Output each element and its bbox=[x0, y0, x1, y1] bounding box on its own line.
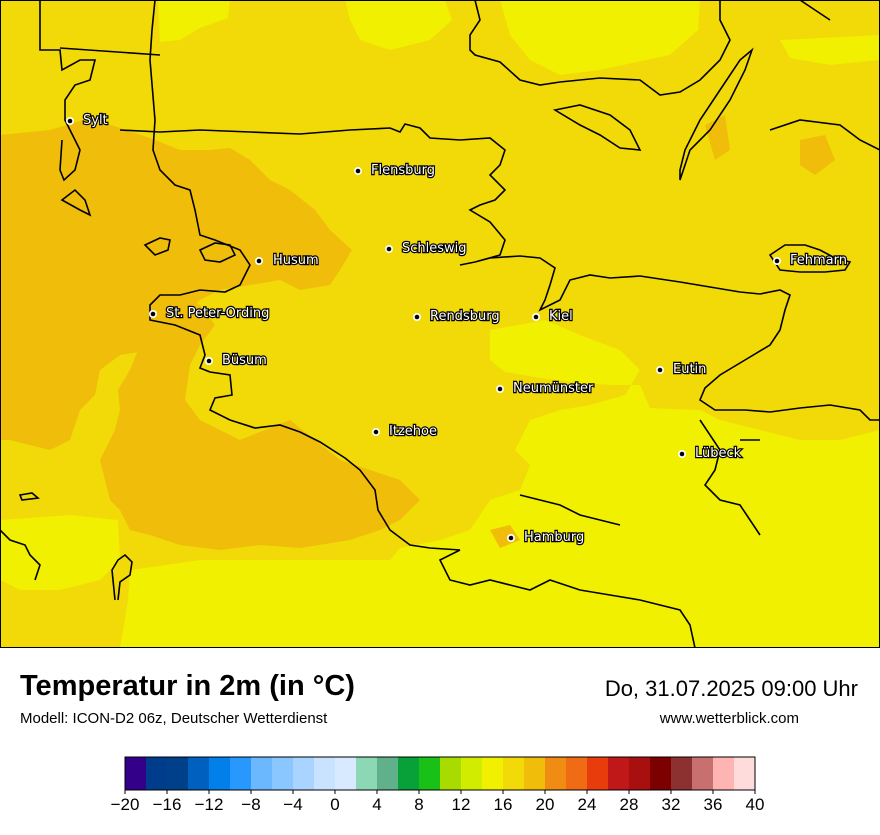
legend-tick-label: 0 bbox=[330, 795, 339, 814]
legend-swatch bbox=[461, 757, 483, 790]
website-link[interactable]: www.wetterblick.com bbox=[659, 710, 799, 727]
legend-swatch bbox=[587, 757, 609, 790]
legend-ticks: −20 −16 −12 −8 −4 0 4 8 12 16 20 24 28 32 36 40 bbox=[111, 790, 765, 814]
city-st-peter-ording: St. Peter-Ording bbox=[149, 305, 271, 322]
city-schleswig: Schleswig bbox=[385, 240, 468, 257]
city-label: Schleswig bbox=[402, 241, 467, 256]
legend-tick-label: −12 bbox=[195, 795, 224, 814]
temperature-map-svg: Sylt Flensburg Schleswig Husum Fehmarn S… bbox=[0, 0, 880, 648]
forecast-datetime: Do, 31.07.2025 09:00 Uhr bbox=[604, 676, 858, 701]
legend-tick-label: 12 bbox=[452, 795, 471, 814]
city-markers: Sylt Flensburg Schleswig Husum Fehmarn S… bbox=[66, 112, 848, 546]
legend-swatch bbox=[608, 757, 630, 790]
legend-swatch bbox=[545, 757, 567, 790]
legend-swatch bbox=[671, 757, 693, 790]
city-label: Eutin bbox=[673, 362, 706, 377]
legend-swatch bbox=[482, 757, 504, 790]
legend-tick-label: −20 bbox=[111, 795, 140, 814]
legend-swatch bbox=[188, 757, 210, 790]
legend-swatch bbox=[209, 757, 231, 790]
city-neumunster: Neumünster bbox=[496, 380, 595, 397]
city-fehmarn: Fehmarn bbox=[773, 252, 848, 269]
legend-swatch bbox=[272, 757, 294, 790]
color-legend: −20 −16 −12 −8 −4 0 4 8 12 16 20 24 28 32 36 40 bbox=[0, 750, 880, 830]
legend-swatch bbox=[503, 757, 525, 790]
city-label: Fehmarn bbox=[790, 253, 847, 268]
city-kiel: Kiel bbox=[532, 308, 574, 325]
coastlines bbox=[0, 0, 880, 648]
legend-swatch bbox=[692, 757, 714, 790]
city-hamburg: Hamburg bbox=[507, 529, 585, 546]
legend-swatch bbox=[440, 757, 462, 790]
map-subtitle: Modell: ICON-D2 06z, Deutscher Wetterdie… bbox=[20, 710, 328, 727]
city-eutin: Eutin bbox=[656, 361, 708, 378]
legend-swatches bbox=[125, 757, 756, 790]
city-label: Büsum bbox=[222, 353, 267, 368]
legend-swatch bbox=[356, 757, 378, 790]
legend-tick-label: 4 bbox=[372, 795, 381, 814]
legend-swatch bbox=[146, 757, 168, 790]
legend-frame bbox=[124, 756, 756, 791]
legend-swatch bbox=[314, 757, 336, 790]
city-flensburg: Flensburg bbox=[354, 162, 436, 179]
city-label: Itzehoe bbox=[389, 424, 437, 439]
city-rendsburg: Rendsburg bbox=[413, 308, 501, 325]
legend-swatch bbox=[629, 757, 651, 790]
field-20-22 bbox=[0, 115, 835, 550]
legend-swatch bbox=[230, 757, 252, 790]
legend-tick-label: 16 bbox=[494, 795, 513, 814]
city-label: Husum bbox=[273, 253, 319, 268]
city-sylt: Sylt bbox=[66, 112, 109, 129]
legend-swatch bbox=[377, 757, 399, 790]
legend-swatch bbox=[335, 757, 357, 790]
city-lubeck: Lübeck bbox=[678, 445, 743, 462]
city-label: Hamburg bbox=[524, 530, 584, 545]
city-label: St. Peter-Ording bbox=[166, 306, 269, 321]
legend-tick-label: 36 bbox=[704, 795, 723, 814]
city-itzehoe: Itzehoe bbox=[372, 423, 438, 440]
legend-swatch bbox=[419, 757, 441, 790]
legend-swatch bbox=[734, 757, 756, 790]
legend-tick-label: −8 bbox=[241, 795, 260, 814]
legend-tick-label: 24 bbox=[578, 795, 597, 814]
legend-swatch bbox=[251, 757, 273, 790]
legend-swatch bbox=[398, 757, 420, 790]
field-16-18 bbox=[0, 0, 880, 648]
legend-swatch bbox=[713, 757, 735, 790]
legend-tick-label: 40 bbox=[746, 795, 765, 814]
city-label: Lübeck bbox=[695, 446, 742, 461]
legend-tick-label: −16 bbox=[153, 795, 182, 814]
city-husum: Husum bbox=[255, 252, 320, 269]
weather-map: Sylt Flensburg Schleswig Husum Fehmarn S… bbox=[0, 0, 880, 648]
legend-swatch bbox=[125, 757, 147, 790]
legend-tick-label: 20 bbox=[536, 795, 555, 814]
legend-swatch bbox=[650, 757, 672, 790]
legend-tick-label: −4 bbox=[283, 795, 302, 814]
legend-swatch bbox=[293, 757, 315, 790]
legend-svg: −20 −16 −12 −8 −4 0 4 8 12 16 20 24 28 32 36 40 bbox=[111, 756, 765, 814]
city-label: Sylt bbox=[83, 113, 108, 128]
legend-tick-label: 8 bbox=[414, 795, 423, 814]
legend-swatch bbox=[524, 757, 546, 790]
city-busum: Büsum bbox=[205, 352, 268, 369]
legend-swatch bbox=[566, 757, 588, 790]
legend-tick-label: 32 bbox=[662, 795, 681, 814]
city-label: Neumünster bbox=[513, 381, 594, 396]
city-label: Flensburg bbox=[371, 163, 435, 178]
city-label: Rendsburg bbox=[430, 309, 500, 324]
map-title: Temperatur in 2m (in °C) bbox=[20, 670, 355, 702]
legend-tick-label: 28 bbox=[620, 795, 639, 814]
city-label: Kiel bbox=[549, 309, 573, 324]
legend-swatch bbox=[167, 757, 189, 790]
